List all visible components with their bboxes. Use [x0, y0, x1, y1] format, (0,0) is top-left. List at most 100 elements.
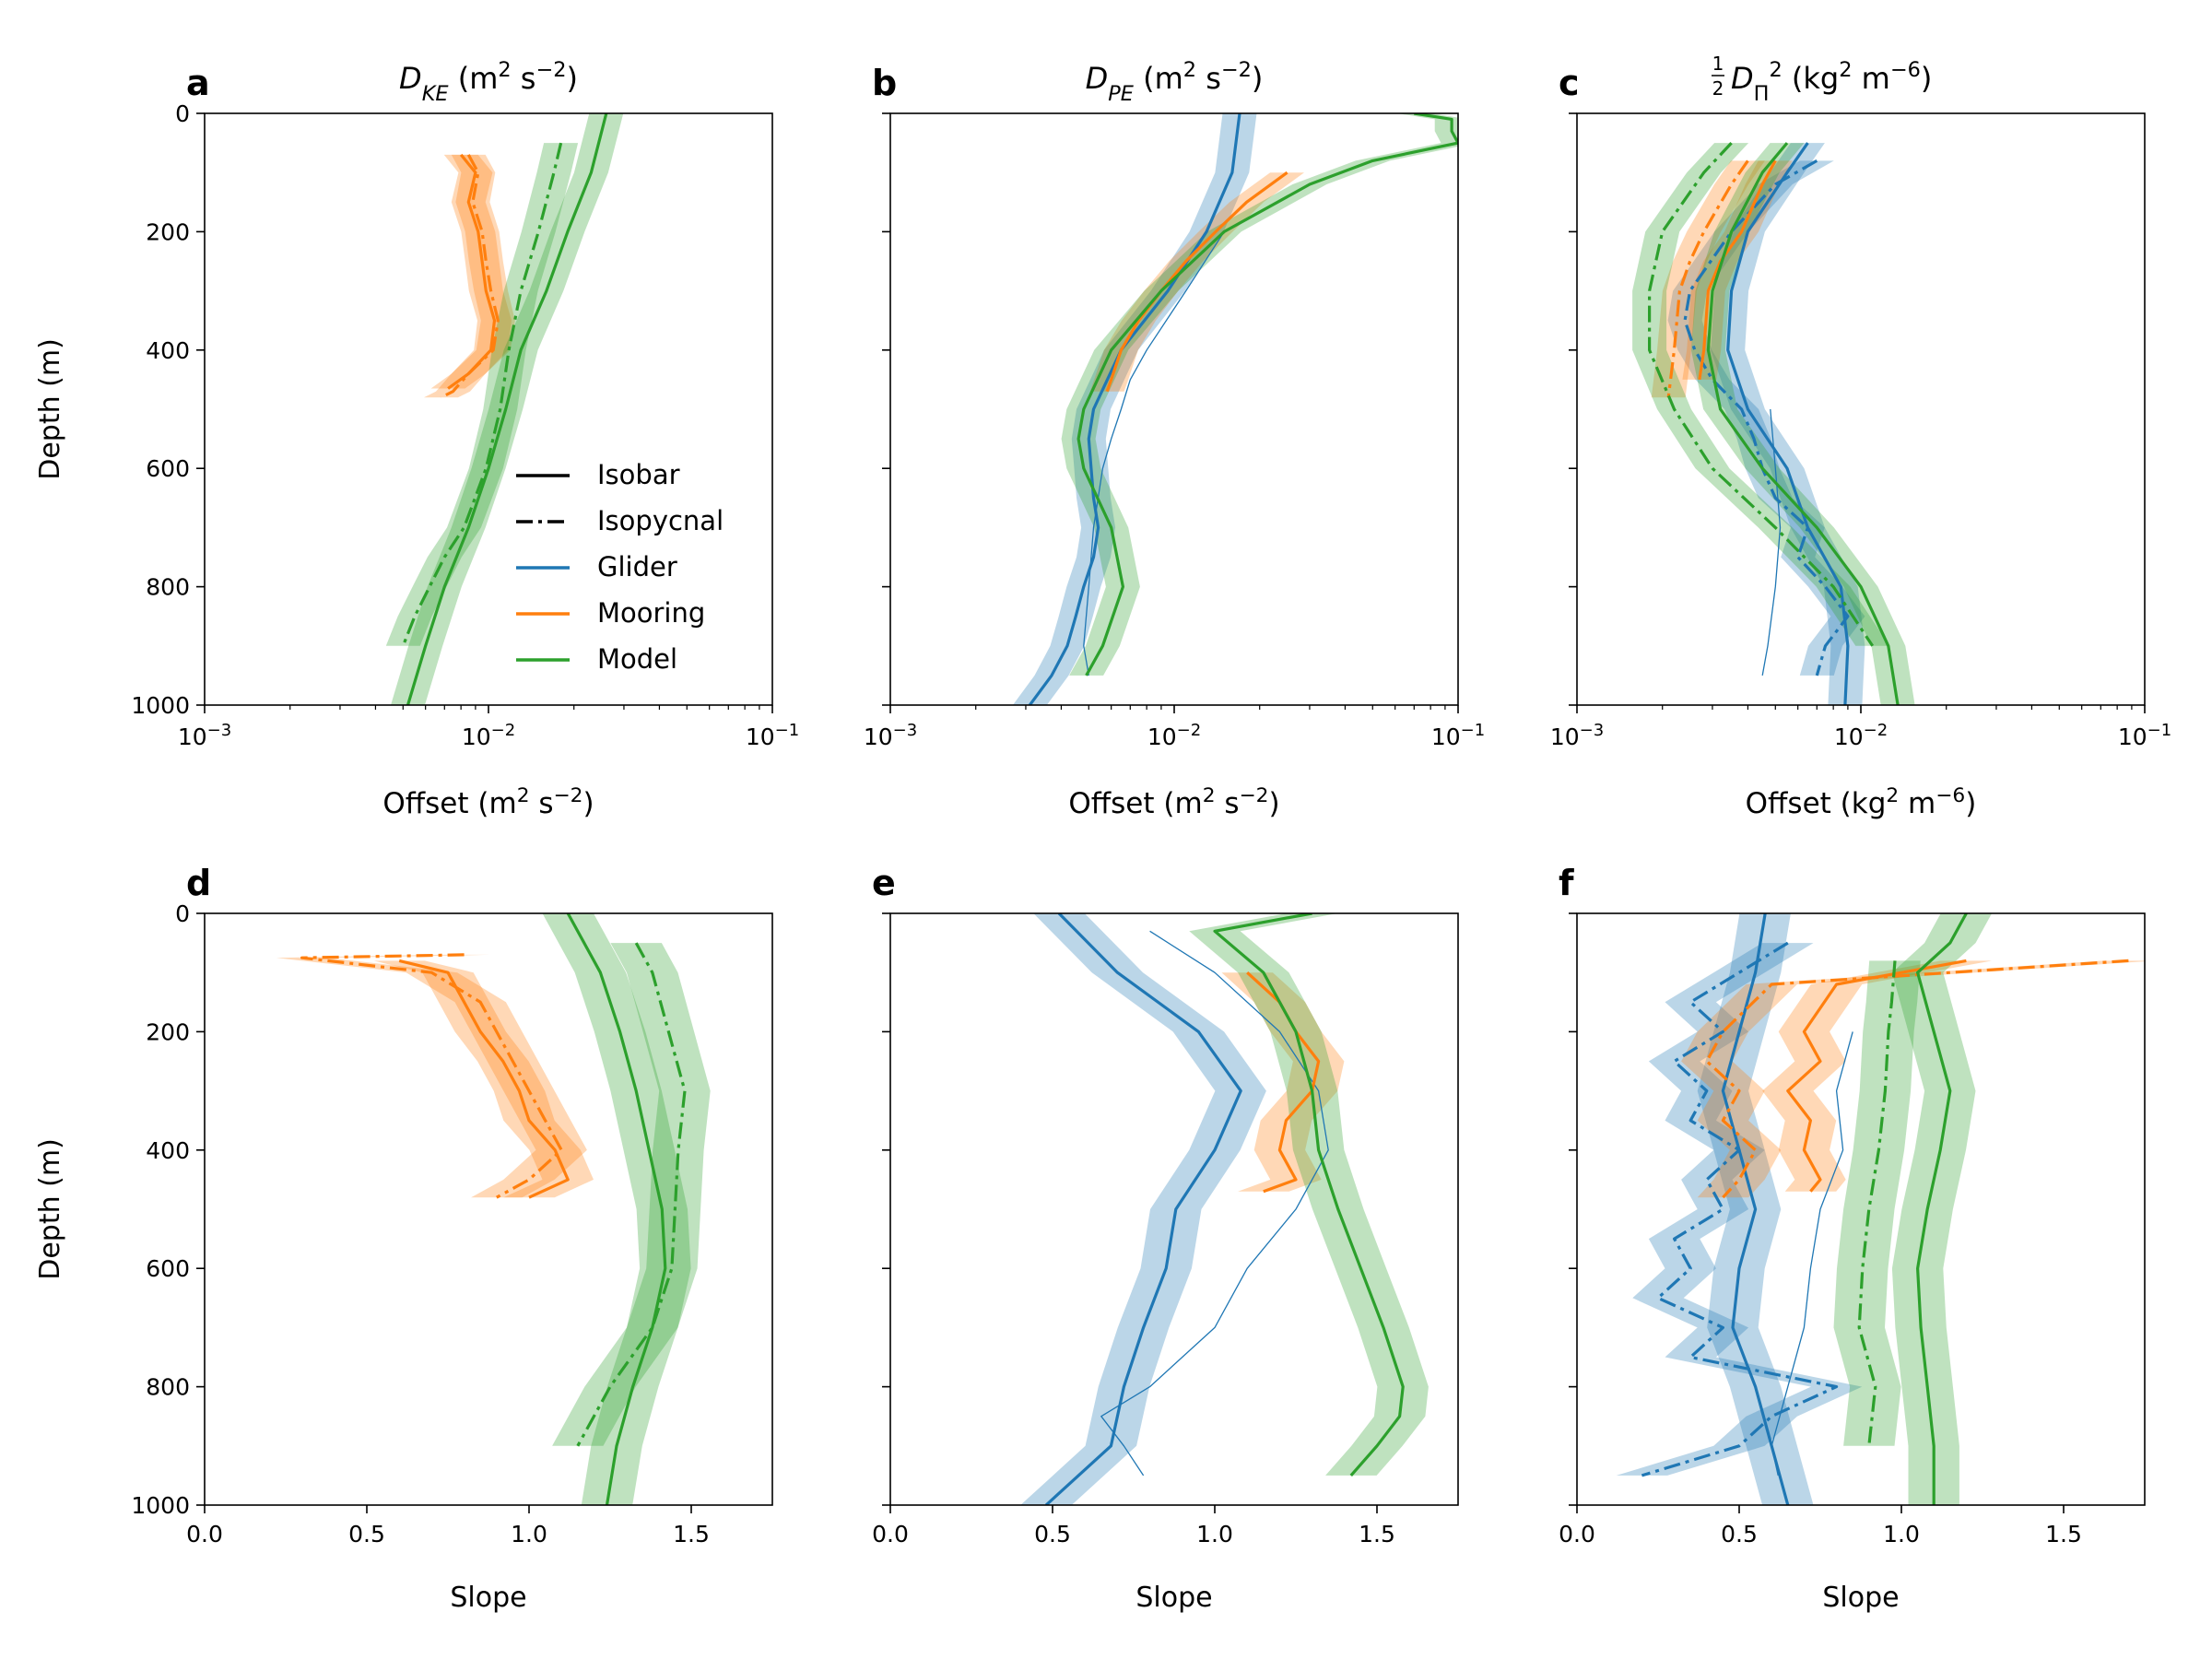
panel-letter: f — [1559, 863, 1574, 903]
x-tick-label: 0.5 — [348, 1521, 385, 1547]
y-tick-label: 1000 — [131, 1492, 190, 1519]
x-tick-label: 0.0 — [872, 1521, 909, 1547]
x-tick-label: 10−3 — [864, 721, 917, 751]
series-glider-thin-e — [1100, 930, 1329, 1477]
x-tick-label: 1.0 — [511, 1521, 547, 1547]
y-tick-label: 200 — [146, 1018, 190, 1045]
band-model-solid-c — [1690, 143, 1915, 705]
series-model-solid-e — [1213, 913, 1405, 1477]
panel-letter: b — [872, 63, 897, 103]
plot-area-b — [1012, 113, 1458, 705]
series-mooring-dashdot-a — [440, 154, 500, 399]
x-axis-label: Offset (kg2 m−6) — [1746, 784, 1977, 821]
axes-frame-f — [1576, 912, 2146, 1506]
plot-area-a — [385, 113, 624, 705]
series-mooring-dashdot-c — [1666, 159, 1749, 398]
series-mooring-solid-a — [447, 153, 497, 390]
fraction-denominator: 2 — [1712, 77, 1724, 100]
band-model-dashdot-c — [1632, 143, 1890, 646]
series-glider-solid-c — [1726, 142, 1850, 705]
panel-letter: d — [186, 863, 211, 903]
x-tick-label: 1.5 — [673, 1521, 710, 1547]
series-model-solid-f — [1916, 913, 1968, 1505]
band-model-dashdot-f — [1833, 960, 1921, 1446]
band-model-solid-e — [1189, 913, 1429, 1476]
x-tick-label: 10−2 — [1147, 721, 1201, 751]
panel-title-text: DΠ2 (kg2 m−6) — [1731, 58, 1932, 106]
x-axis-label: Slope — [1822, 1582, 1899, 1614]
plot-area-d — [276, 913, 711, 1505]
band-mooring-solid-e — [1221, 972, 1345, 1192]
axes-frame-d — [204, 912, 773, 1506]
panel-e: 0.0 0.5 1.0 1.5 Slope e — [872, 863, 1459, 1614]
series-mooring-dashdot-f — [1705, 959, 2129, 1199]
panel-letter: a — [186, 63, 210, 103]
band-mooring-solid-f — [1762, 960, 1993, 1192]
series-glider-dashdot-c — [1683, 159, 1850, 677]
legend-label: Mooring — [597, 597, 705, 629]
band-model-solid-d — [542, 913, 691, 1505]
panel-letter: e — [872, 863, 896, 903]
series-glider-solid-e — [1044, 913, 1242, 1505]
band-model-solid-f — [1891, 913, 1993, 1505]
x-tick-label: 10−1 — [1431, 721, 1485, 751]
panel-letter: c — [1559, 63, 1580, 103]
plot-area-c — [1632, 142, 1915, 705]
plot-area-f — [1616, 913, 2145, 1505]
axes-frame-b — [889, 112, 1459, 706]
y-tick-label: 400 — [146, 1137, 190, 1164]
band-mooring-solid-a — [430, 154, 512, 389]
y-tick-label: 200 — [146, 218, 190, 245]
x-tick-label: 10−3 — [178, 721, 231, 751]
panel-f: 0.0 0.5 1.0 1.5 Slope f — [1559, 863, 2146, 1614]
plot-area-e — [1020, 913, 1429, 1505]
x-tick-label: 1.5 — [2045, 1521, 2082, 1547]
x-axis-label: Slope — [1135, 1582, 1212, 1614]
y-tick-label: 400 — [146, 337, 190, 364]
band-glider-dashdot-c — [1667, 160, 1865, 676]
band-glider-solid-b — [1012, 113, 1257, 705]
x-tick-label: 10−1 — [2118, 721, 2171, 751]
x-tick-label: 0.0 — [186, 1521, 223, 1547]
x-axis-label: Slope — [450, 1582, 526, 1614]
band-glider-solid-c — [1711, 143, 1865, 705]
legend: Isobar Isopycnal Glider Mooring Model — [516, 459, 724, 675]
panel-title: DKE (m2 s−2) — [399, 58, 578, 106]
series-model-dashdot-d — [576, 942, 687, 1447]
series-model-dashdot-c — [1647, 142, 1875, 647]
band-mooring-dashdot-c — [1651, 160, 1765, 398]
y-axis-label: Depth (m) — [34, 338, 66, 480]
y-tick-label: 0 — [175, 900, 190, 927]
band-mooring-solid-d — [373, 960, 594, 1198]
band-model-dashdot-d — [552, 943, 711, 1446]
x-tick-label: 10−3 — [1550, 721, 1604, 751]
legend-label: Model — [597, 643, 677, 675]
series-glider-dashdot-f — [1641, 941, 1839, 1477]
band-glider-dashdot-f — [1616, 943, 1863, 1476]
legend-label: Isopycnal — [597, 505, 724, 536]
x-tick-label: 0.0 — [1559, 1521, 1595, 1547]
series-mooring-dashdot-d — [300, 953, 563, 1199]
series-model-solid-c — [1706, 142, 1900, 705]
band-glider-solid-e — [1020, 913, 1266, 1505]
y-tick-label: 1000 — [131, 692, 190, 719]
series-model-dashdot-a — [401, 142, 563, 647]
legend-label: Isobar — [597, 459, 680, 490]
band-model-dashdot-a — [385, 143, 579, 646]
series-mooring-solid-d — [398, 959, 570, 1199]
series-mooring-solid-f — [1786, 959, 1967, 1193]
series-model-dashdot-f — [1857, 960, 1897, 1446]
series-mooring-solid-c — [1698, 159, 1777, 381]
y-tick-label: 600 — [146, 455, 190, 482]
x-tick-label: 1.0 — [1883, 1521, 1920, 1547]
band-model-solid-b — [1061, 113, 1458, 676]
panel-c: 10−3 10−2 10−1 Offset (kg2 m−6) c 12 DΠ2 (kg2 … — [1550, 53, 2171, 820]
x-tick-label: 10−1 — [746, 721, 799, 751]
series-glider-solid-f — [1721, 913, 1790, 1505]
series-glider-thin-f — [1771, 1031, 1853, 1477]
y-tick-label: 800 — [146, 574, 190, 601]
x-axis-label: Offset (m2 s−2) — [382, 784, 594, 821]
